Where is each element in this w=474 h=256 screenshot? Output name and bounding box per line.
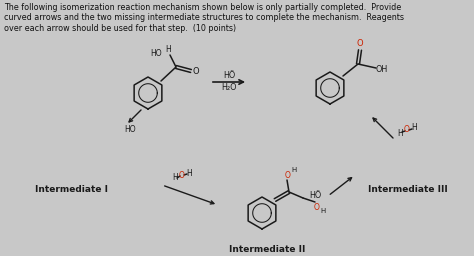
Text: H: H: [397, 129, 403, 137]
Text: HÖ: HÖ: [309, 190, 321, 199]
Text: HO: HO: [124, 124, 136, 133]
Text: Intermediate I: Intermediate I: [36, 186, 109, 195]
Text: O: O: [404, 125, 410, 134]
Text: H: H: [186, 168, 192, 177]
Text: The following isomerization reaction mechanism shown below is only partially com: The following isomerization reaction mec…: [4, 3, 404, 33]
Text: HO: HO: [150, 49, 162, 59]
Text: HÖ: HÖ: [223, 70, 235, 80]
Text: O: O: [193, 67, 199, 76]
Text: H₂O: H₂O: [221, 82, 237, 91]
Text: O: O: [179, 170, 185, 179]
Text: Intermediate III: Intermediate III: [368, 186, 448, 195]
Text: O: O: [314, 202, 320, 211]
Text: H: H: [165, 45, 171, 54]
Text: OH: OH: [376, 65, 388, 73]
Text: H: H: [411, 123, 417, 133]
Text: O: O: [285, 170, 291, 179]
Text: H: H: [172, 174, 178, 183]
Text: H: H: [320, 208, 326, 214]
Text: H: H: [292, 167, 297, 173]
Text: O: O: [357, 39, 363, 48]
Text: Intermediate II: Intermediate II: [229, 244, 305, 253]
